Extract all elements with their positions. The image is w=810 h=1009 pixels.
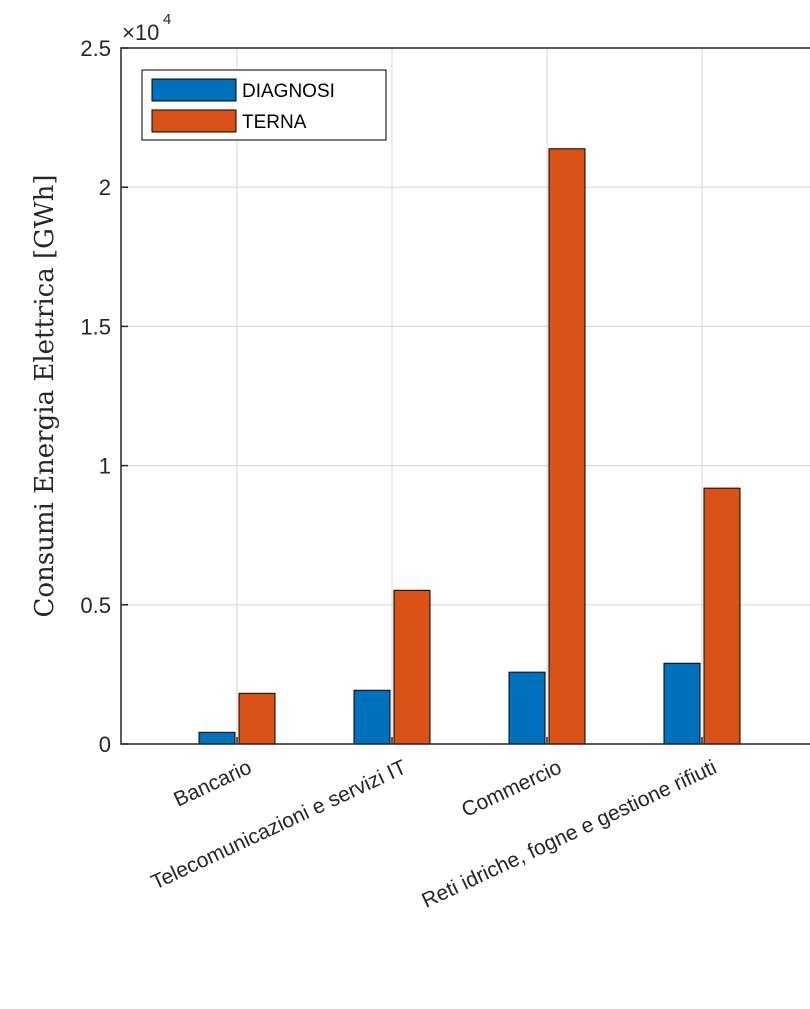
y-exponent-label: ×10 — [122, 20, 159, 45]
bar-terna-1 — [393, 589, 431, 745]
bar-terna-3 — [703, 487, 741, 745]
y-tick-label-5: 2.5 — [80, 36, 111, 61]
legend-label-terna: TERNA — [242, 112, 307, 133]
legend-swatch-terna — [151, 109, 237, 133]
bar-diagnosi-1 — [353, 689, 391, 745]
bar-diagnosi-0 — [198, 731, 236, 745]
plot-frame — [120, 47, 810, 745]
y-tick-label-1: 0.5 — [80, 593, 111, 618]
x-category-label-3: Reti idriche, fogne e gestione rifiuti — [418, 756, 720, 913]
y-axis-label: Consumi Energia Elettrica [GWh] — [30, 174, 60, 617]
x-category-label-1: Telecomunicazioni e servizi IT — [148, 756, 411, 895]
bar-diagnosi-3 — [663, 662, 701, 745]
y-tick-labels: 0 0.5 1 1.5 2 2.5 — [80, 36, 111, 757]
legend-label-diagnosi: DIAGNOSI — [242, 81, 335, 102]
y-tick-label-2: 1 — [99, 454, 111, 479]
x-category-label-2: Commercio — [458, 756, 565, 822]
axis-ticks — [121, 47, 703, 745]
y-tick-label-0: 0 — [99, 732, 111, 757]
legend-swatch-diagnosi — [151, 78, 237, 102]
y-tick-label-4: 2 — [99, 175, 111, 200]
bar-terna-0 — [238, 692, 276, 745]
y-tick-label-3: 1.5 — [80, 314, 111, 339]
x-category-label-0: Bancario — [170, 756, 255, 812]
legend: DIAGNOSI TERNA — [141, 69, 387, 141]
bars — [198, 148, 741, 745]
bar-diagnosi-2 — [508, 671, 546, 745]
bar-terna-2 — [548, 148, 586, 745]
y-exponent-power: 4 — [163, 11, 171, 28]
